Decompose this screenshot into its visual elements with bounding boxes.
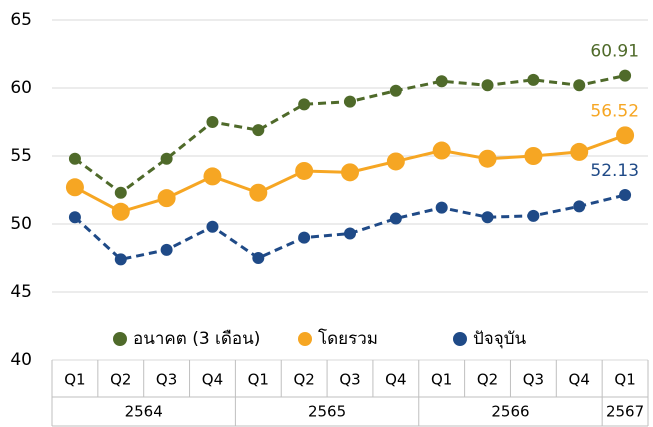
point (344, 95, 356, 108)
legend-label: ปัจจุบัน (473, 329, 527, 349)
point (435, 75, 448, 88)
point (295, 161, 314, 180)
legend-marker (113, 332, 127, 346)
x-tick-label: Q1 (248, 371, 269, 389)
point (68, 152, 81, 165)
point (341, 163, 359, 182)
point (206, 116, 219, 128)
point (527, 73, 540, 86)
y-tick-label: 55 (10, 146, 32, 166)
y-tick-label: 60 (10, 78, 32, 98)
legend-marker (453, 332, 467, 346)
point (619, 69, 632, 82)
point (481, 211, 494, 224)
data-label: 52.13 (590, 161, 639, 181)
point (619, 189, 632, 202)
point (203, 167, 222, 186)
point (65, 178, 84, 197)
series-line (73, 193, 626, 261)
data-label: 60.91 (590, 42, 639, 62)
point (386, 152, 405, 171)
year-label: 2565 (308, 403, 346, 421)
point (111, 202, 130, 221)
x-tick-label: Q1 (614, 371, 635, 389)
x-tick-label: Q1 (431, 371, 452, 389)
y-tick-label: 65 (10, 10, 32, 30)
y-tick-label: 50 (10, 214, 32, 234)
data-label: 56.52 (590, 101, 639, 121)
x-tick-label: Q1 (64, 371, 85, 389)
point (616, 126, 635, 145)
point (570, 142, 589, 161)
point (432, 141, 451, 160)
point (160, 243, 173, 256)
x-tick-label: Q3 (156, 371, 177, 389)
point (527, 209, 540, 222)
x-tick-label: Q4 (202, 371, 223, 389)
x-tick-label: Q3 (523, 371, 544, 389)
legend-marker (298, 332, 312, 346)
point (160, 152, 173, 165)
point (157, 189, 176, 208)
x-tick-label: Q4 (385, 371, 406, 389)
y-tick-label: 40 (10, 350, 32, 370)
legend-label: โดยรวม (318, 328, 378, 349)
legend-label: อนาคต (3 เดือน) (133, 329, 260, 349)
point (573, 79, 586, 92)
point (478, 149, 497, 168)
point (435, 201, 448, 214)
point (298, 231, 311, 244)
point (252, 124, 265, 137)
point (206, 220, 219, 233)
year-label: 2564 (125, 403, 163, 421)
point (389, 212, 402, 225)
point (573, 200, 586, 213)
x-tick-label: Q4 (569, 371, 590, 389)
x-tick-label: Q2 (477, 371, 498, 389)
point (114, 186, 127, 199)
point (344, 227, 356, 240)
point (114, 253, 127, 266)
point (252, 252, 265, 264)
year-label: 2567 (606, 403, 644, 421)
point (389, 84, 402, 97)
point (481, 79, 494, 92)
x-tick-label: Q3 (339, 371, 360, 389)
year-label: 2566 (491, 403, 529, 421)
point (298, 98, 311, 111)
x-tick-label: Q2 (110, 371, 131, 389)
point (68, 211, 81, 224)
point (524, 147, 543, 165)
point (249, 183, 268, 202)
y-tick-label: 45 (10, 282, 32, 302)
x-tick-label: Q2 (293, 371, 314, 389)
